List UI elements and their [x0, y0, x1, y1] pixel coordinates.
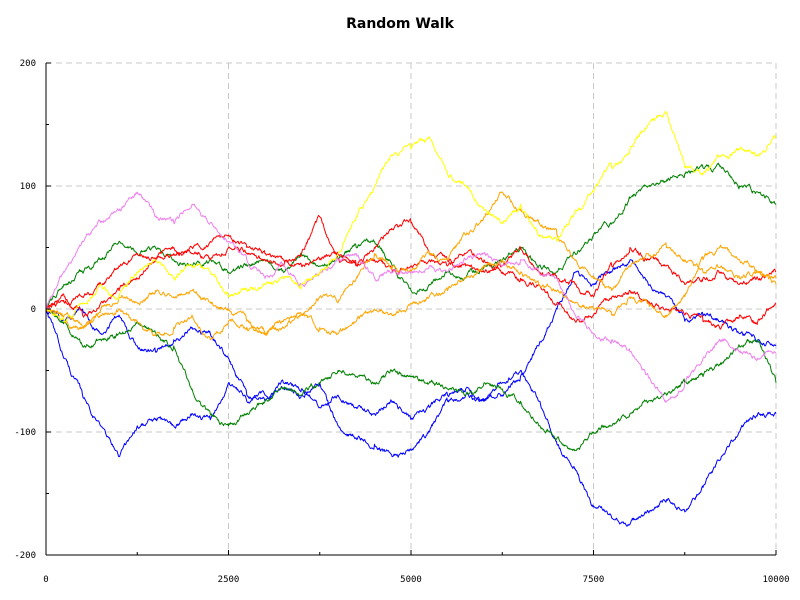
series-line-7: [45, 244, 777, 341]
series-line-9: [46, 111, 777, 322]
series-line-8: [45, 191, 777, 403]
x-tick-label-4: 10000: [762, 575, 789, 585]
series-line-5: [45, 234, 777, 330]
y-tick-label-2: 0: [31, 305, 36, 315]
tick-labels: 0 2500 5000 7500 10000 -200 -100 0 100 200: [14, 59, 789, 585]
x-tick-label-3: 7500: [583, 575, 605, 585]
x-tick-label-0: 0: [43, 575, 48, 585]
y-tick-label-3: 100: [20, 182, 36, 192]
series-line-0: [45, 308, 777, 527]
series-line-2: [45, 162, 777, 310]
chart-title: Random Walk: [346, 16, 454, 32]
x-tick-label-2: 5000: [400, 575, 422, 585]
y-tick-label-4: 200: [20, 59, 36, 69]
y-tick-label-1: -100: [14, 428, 36, 438]
series-line-3: [45, 308, 777, 452]
axes: [45, 62, 777, 556]
series-group: [45, 111, 777, 527]
series-line-4: [45, 214, 777, 318]
y-tick-label-0: -200: [14, 551, 36, 561]
x-tick-label-1: 2500: [218, 575, 240, 585]
